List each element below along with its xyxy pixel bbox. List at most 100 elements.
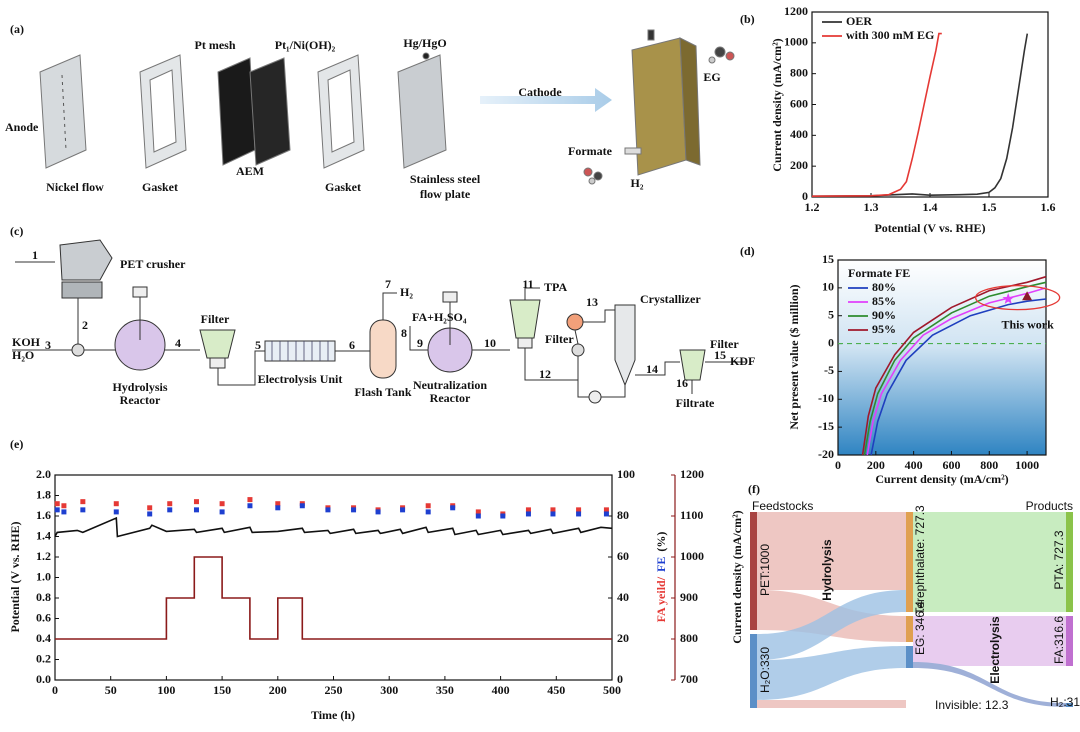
panel-label: (a): [10, 22, 24, 36]
sankey-label: Invisible: 12.3: [935, 698, 1009, 712]
y-tick-label: 1.2: [36, 549, 51, 563]
y-tick-label: 5: [828, 307, 834, 321]
sankey-label: Feedstocks: [752, 499, 813, 513]
stream-number: 4: [175, 336, 181, 350]
sankey-label: PET:1000: [758, 544, 772, 596]
y2-tick-label: 20: [617, 631, 629, 645]
sankey-label: H₂:31.1: [1050, 695, 1080, 709]
marker: [576, 507, 582, 513]
marker: [425, 503, 431, 509]
x-tick-label: 150: [213, 683, 231, 697]
y-tick-label: 1.4: [36, 528, 51, 542]
unit-label: Electrolysis Unit: [258, 372, 343, 386]
series-line: [811, 33, 1029, 197]
marker: [550, 511, 556, 517]
y3-tick-label: 700: [680, 672, 698, 686]
marker: [219, 501, 225, 507]
marker: [525, 511, 531, 517]
x-tick-label: 1.5: [982, 200, 997, 214]
unit-label: Hydrolysis: [112, 380, 167, 394]
unit-label: Filter: [201, 312, 230, 326]
marker: [275, 505, 281, 511]
component-label: flow plate: [420, 187, 471, 201]
sankey-label: EG: 346.4: [913, 601, 927, 655]
y-axis-label: Potential (V vs. RHE): [8, 521, 22, 632]
legend-entry: OER: [846, 14, 872, 28]
y-tick-label: 0.4: [36, 631, 51, 645]
y3-tick-label: 800: [680, 631, 698, 645]
component-label: EG: [703, 70, 720, 84]
marker: [475, 509, 481, 515]
y-tick-label: 1.6: [36, 508, 51, 522]
sankey-label: FA:316.6: [1052, 616, 1066, 664]
y-tick-label: 0: [802, 189, 808, 203]
y-axis-label: Current density (mA/cm²): [770, 38, 784, 171]
y3-tick-label: 1100: [680, 508, 703, 522]
marker: [603, 507, 609, 513]
marker: [167, 501, 173, 507]
panel-label: (c): [10, 224, 23, 238]
x-tick-label: 1.2: [805, 200, 820, 214]
marker: [61, 509, 67, 515]
marker: [603, 511, 609, 517]
marker: [351, 507, 357, 513]
x-tick-label: 1.6: [1041, 200, 1056, 214]
y-tick-label: 0.8: [36, 590, 51, 604]
y-tick-label: 400: [790, 127, 808, 141]
y-tick-label: 0.2: [36, 651, 51, 665]
y-tick-label: 1000: [784, 35, 808, 49]
unit-label: PET crusher: [120, 257, 186, 271]
unit-label: FA+H₂SO₄: [412, 310, 467, 324]
marker: [475, 513, 481, 519]
marker: [375, 509, 381, 515]
stream-number: 2: [82, 318, 88, 332]
stream-number: 13: [586, 295, 598, 309]
y-tick-label: 10: [822, 280, 834, 294]
marker: [80, 507, 86, 513]
unit-label: Reactor: [430, 391, 471, 405]
marker: [247, 503, 253, 509]
component-label: Hg/HgO: [403, 36, 446, 50]
y2-axis-label-part: (%): [654, 532, 668, 552]
sankey-label: Hydrolysis: [820, 539, 834, 601]
panel-label: (e): [10, 437, 23, 451]
unit-label: H₂O: [12, 348, 34, 362]
y3-tick-label: 1000: [680, 549, 704, 563]
y-tick-label: 1.0: [36, 569, 51, 583]
panel-label: (d): [740, 244, 755, 258]
series-line: [863, 281, 1047, 456]
marker: [167, 507, 173, 513]
y-axis-label: Net present value ($ million): [787, 284, 801, 429]
y-tick-label: 0: [828, 335, 834, 349]
marker: [550, 507, 556, 513]
annotation-ellipse: [974, 284, 1061, 311]
stream-number: 14: [646, 362, 658, 376]
marker: [54, 501, 60, 507]
unit-label: Neutralization: [413, 378, 487, 392]
y-tick-label: 2.0: [36, 467, 51, 481]
y-tick-label: 800: [790, 65, 808, 79]
stream-number: 15: [714, 348, 726, 362]
stream-number: 10: [484, 336, 496, 350]
stream-number: 3: [45, 338, 51, 352]
x-tick-label: 450: [547, 683, 565, 697]
unit-label: H₂: [400, 285, 413, 299]
plot-frame: [837, 259, 1047, 456]
marker: [576, 511, 582, 517]
x-tick-label: 0: [835, 458, 841, 472]
x-tick-label: 400: [492, 683, 510, 697]
series-line: [870, 298, 1047, 456]
x-tick-label: 500: [603, 683, 621, 697]
component-label: AEM: [236, 164, 264, 178]
stream-number: 11: [522, 277, 533, 291]
unit-label: Flash Tank: [354, 385, 411, 399]
legend-entry: 90%: [872, 308, 896, 322]
component-label: Pt mesh: [195, 38, 236, 52]
y2-axis-label-part: FE: [654, 557, 668, 572]
y-tick-label: 0.6: [36, 610, 51, 624]
x-tick-label: 600: [942, 458, 960, 472]
component-label: H₂: [631, 176, 644, 190]
stream-number: 1: [32, 248, 38, 262]
y2-axis-label-part: FA yeild/: [654, 576, 668, 622]
